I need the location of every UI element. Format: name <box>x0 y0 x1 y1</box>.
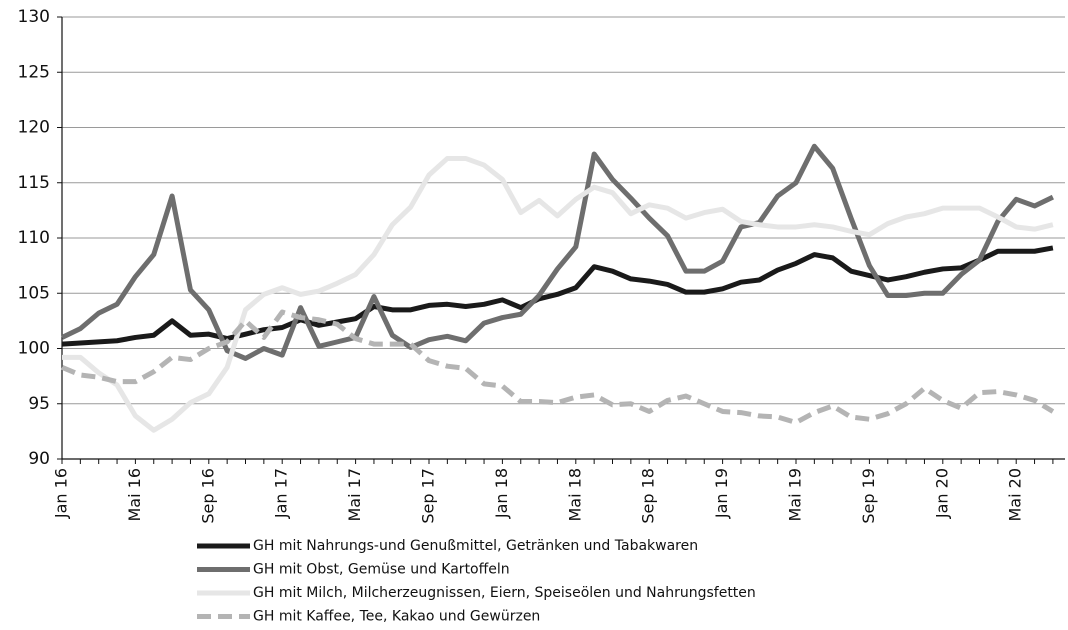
x-tick-label: Sep 19 <box>859 468 878 524</box>
x-tick-label: Jan 18 <box>492 468 511 519</box>
x-tick-label: Mai 20 <box>1006 468 1025 522</box>
y-tick-label: 130 <box>18 7 50 27</box>
x-tick-label: Jan 20 <box>932 468 951 519</box>
legend-label: GH mit Kaffee, Tee, Kakao und Gewürzen <box>253 609 540 625</box>
y-tick-label: 100 <box>18 339 50 359</box>
x-tick-label: Jan 16 <box>52 468 71 519</box>
x-tick-label: Jan 17 <box>272 468 291 519</box>
series-line <box>62 155 1054 433</box>
y-tick-label: 120 <box>18 118 50 138</box>
y-tick-label: 95 <box>28 394 50 414</box>
x-tick-label: Mai 19 <box>786 468 805 522</box>
x-tick-label: Sep 17 <box>419 468 438 524</box>
y-tick-label: 90 <box>28 449 50 469</box>
x-tick-label: Sep 18 <box>639 468 658 524</box>
x-tick-label: Mai 18 <box>565 468 584 522</box>
y-tick-label: 115 <box>18 173 50 193</box>
series-line <box>60 143 1054 361</box>
x-tick-label: Mai 17 <box>345 468 364 522</box>
y-tick-label: 110 <box>18 228 50 248</box>
y-tick-label: 125 <box>18 62 50 82</box>
y-tick-label: 105 <box>18 283 50 303</box>
legend-label: GH mit Obst, Gemüse und Kartoffeln <box>253 562 510 578</box>
x-tick-label: Mai 16 <box>125 468 144 522</box>
legend-label: GH mit Nahrungs-und Genußmittel, Getränk… <box>253 538 698 554</box>
x-tick-label: Jan 19 <box>712 468 731 519</box>
legend-label: GH mit Milch, Milcherzeugnissen, Eiern, … <box>253 585 756 601</box>
x-tick-label: Sep 16 <box>198 468 217 524</box>
series-line <box>61 309 1055 426</box>
